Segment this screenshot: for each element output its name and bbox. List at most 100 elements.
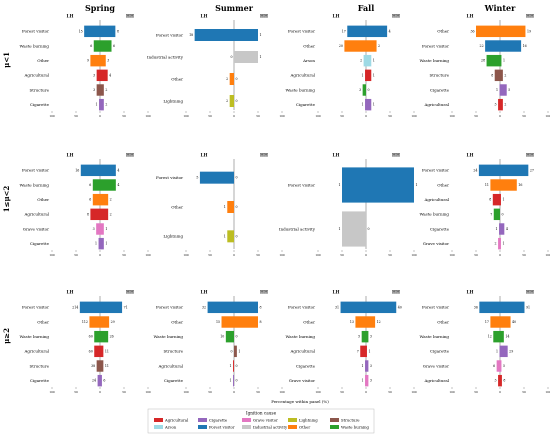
x-tick-label: 100 bbox=[279, 253, 285, 257]
bar-lh bbox=[344, 40, 366, 52]
count-label-lh: 8 bbox=[491, 73, 493, 77]
bar-lh bbox=[96, 223, 100, 235]
lh-header: LH bbox=[67, 14, 74, 19]
bar-lh bbox=[92, 179, 100, 191]
x-tick-label: 0 bbox=[365, 253, 367, 257]
category-label: Forest visitor bbox=[22, 168, 49, 173]
bar-hh bbox=[500, 360, 502, 372]
category-label: Forest visitor bbox=[288, 182, 315, 187]
lh-header: LH bbox=[467, 14, 474, 19]
count-label-hh: 8 bbox=[503, 379, 505, 383]
count-label-hh: 4 bbox=[117, 183, 119, 187]
count-label-lh: 3 bbox=[495, 103, 497, 107]
legend-item-label: Waste burning bbox=[341, 425, 370, 430]
count-label-hh: 4 bbox=[117, 168, 119, 172]
count-label-hh: 4 bbox=[389, 29, 391, 33]
bar-hh bbox=[366, 316, 376, 328]
bar-hh bbox=[500, 301, 525, 314]
category-label: Grave visitor bbox=[423, 241, 449, 246]
category-label: Structure bbox=[429, 73, 449, 78]
category-label: Cigarette bbox=[30, 102, 50, 107]
count-label-lh: 1 bbox=[338, 183, 340, 187]
x-tick-label: 100 bbox=[315, 253, 321, 257]
lh-header: LH bbox=[467, 290, 474, 295]
count-label-lh: 1 bbox=[362, 103, 364, 107]
bar-hh bbox=[366, 167, 414, 203]
count-label-hh: 2 bbox=[504, 73, 506, 77]
hh-header: HH bbox=[392, 153, 400, 158]
x-tick-label: 100 bbox=[411, 253, 417, 257]
category-label: Agricultural bbox=[24, 73, 50, 78]
lh-header: LH bbox=[333, 290, 340, 295]
category-label: Other bbox=[37, 197, 49, 202]
count-label-lh: 0 bbox=[230, 55, 232, 59]
bar-lh bbox=[98, 237, 100, 250]
legend-item-label: Other bbox=[299, 425, 310, 430]
bar-lh bbox=[365, 69, 366, 82]
x-tick-label: 50 bbox=[256, 390, 260, 394]
bar-lh bbox=[229, 95, 234, 107]
category-label: Cigarette bbox=[430, 87, 450, 92]
bar-lh bbox=[90, 54, 100, 67]
row-label-1: μ<1 bbox=[2, 52, 11, 68]
category-label: Other bbox=[37, 58, 49, 63]
count-label-hh: 6 bbox=[103, 379, 105, 383]
bar-lh bbox=[494, 69, 500, 82]
bar-hh bbox=[100, 54, 106, 67]
row-label-3: μ≥2 bbox=[2, 328, 11, 344]
x-tick-label: 50 bbox=[340, 253, 344, 257]
count-label-lh: 60 bbox=[89, 349, 93, 353]
count-label-hh: 0 bbox=[502, 212, 504, 216]
x-tick-label: 50 bbox=[474, 253, 478, 257]
bar-hh bbox=[100, 164, 116, 177]
category-label: Waste burning bbox=[154, 334, 184, 339]
x-tick-label: 50 bbox=[122, 253, 126, 257]
count-label-lh: 1 bbox=[362, 73, 364, 77]
count-label-lh: 214 bbox=[72, 305, 78, 309]
bar-lh bbox=[84, 25, 100, 38]
category-label: Waste burning bbox=[420, 212, 450, 217]
hh-header: HH bbox=[126, 290, 134, 295]
category-label: Grave visitor bbox=[23, 226, 49, 231]
x-tick-label: 50 bbox=[208, 390, 212, 394]
count-label-lh: 7 bbox=[490, 212, 492, 216]
count-label-lh: 6 bbox=[89, 183, 91, 187]
bar-hh bbox=[500, 179, 517, 191]
category-label: Agricultural bbox=[424, 378, 450, 383]
bar-lh bbox=[194, 29, 234, 41]
season-title-winter: Winter bbox=[484, 3, 516, 13]
count-label-lh: 2 bbox=[226, 99, 228, 103]
category-label: Structure bbox=[29, 87, 49, 92]
lh-header: LH bbox=[467, 153, 474, 158]
bar-lh bbox=[229, 73, 234, 85]
bar-hh bbox=[234, 301, 258, 314]
legend-swatch bbox=[154, 425, 163, 429]
bar-lh bbox=[362, 84, 366, 96]
count-label-lh: 18 bbox=[189, 33, 193, 37]
x-tick-label: 0 bbox=[233, 390, 235, 394]
count-label-hh: 2 bbox=[110, 198, 112, 202]
bar-lh bbox=[225, 330, 234, 343]
count-label-hh: 0 bbox=[236, 379, 238, 383]
x-tick-label: 0 bbox=[233, 114, 235, 118]
bar-lh bbox=[96, 84, 100, 96]
lh-header: LH bbox=[333, 14, 340, 19]
count-label-hh: 5 bbox=[503, 364, 505, 368]
count-label-hh: 0 bbox=[368, 88, 370, 92]
category-label: Forest visitor bbox=[156, 32, 183, 37]
category-label: Other bbox=[171, 204, 183, 209]
x-tick-label: 50 bbox=[522, 114, 526, 118]
count-label-hh: 14 bbox=[505, 335, 509, 339]
bar-lh bbox=[233, 374, 234, 387]
category-label: Lightning bbox=[163, 98, 183, 103]
count-label-lh: 2 bbox=[360, 59, 362, 63]
row-label-2: 1≤μ<2 bbox=[2, 186, 11, 213]
bar-hh bbox=[500, 25, 526, 38]
x-tick-label: 50 bbox=[522, 390, 526, 394]
count-label-lh: 1 bbox=[224, 234, 226, 238]
count-label-lh: 15 bbox=[216, 320, 220, 324]
x-tick-label: 100 bbox=[545, 390, 550, 394]
x-tick-label: 100 bbox=[183, 114, 189, 118]
bar-lh bbox=[363, 54, 366, 67]
x-tick-label: 0 bbox=[99, 253, 101, 257]
